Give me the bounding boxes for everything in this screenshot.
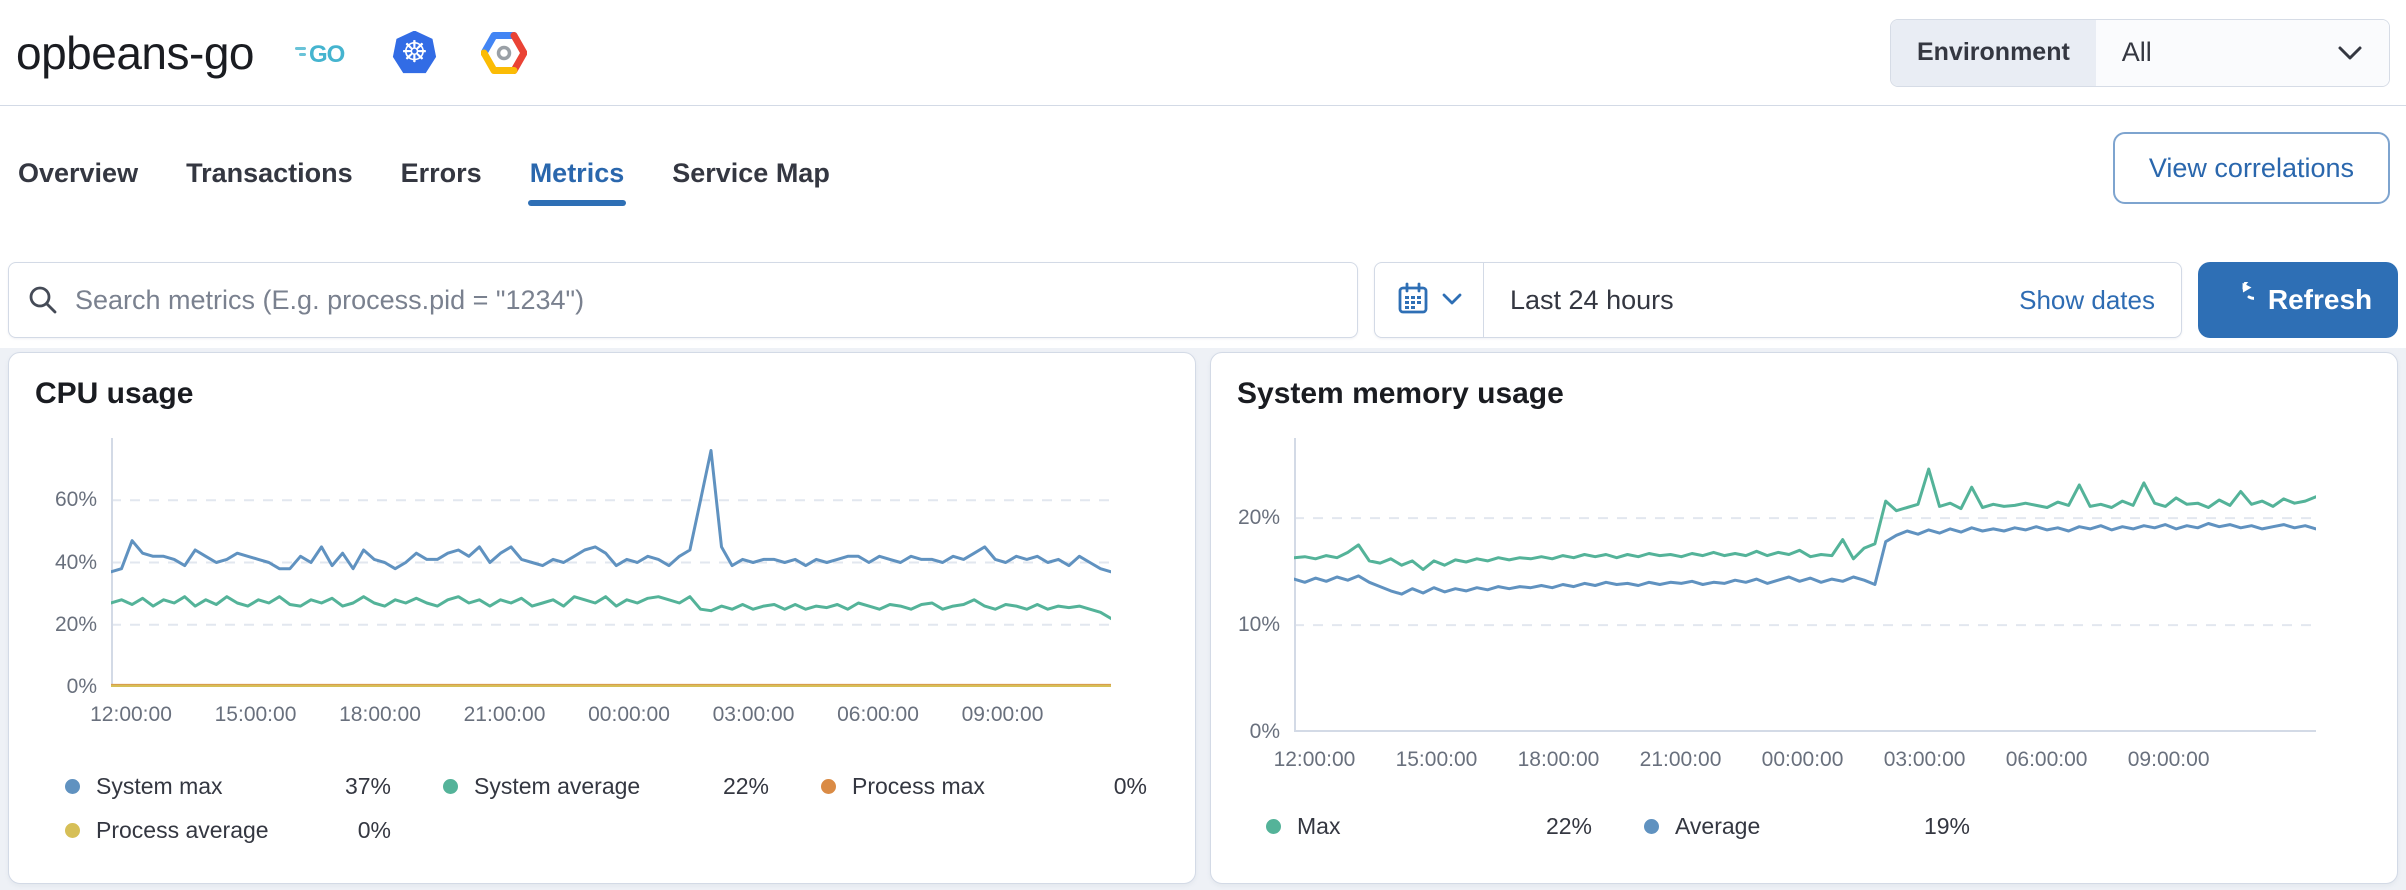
x-axis-label: 03:00:00 — [1883, 748, 1966, 771]
google-cloud-icon — [480, 31, 527, 74]
chart-plot-area[interactable] — [1294, 438, 2316, 732]
series-line-system-average — [111, 595, 1111, 620]
chevron-down-icon — [1441, 292, 1463, 309]
legend-dot-icon — [443, 778, 458, 794]
view-correlations-button[interactable]: View correlations — [2112, 132, 2390, 204]
tab-service-map[interactable]: Service Map — [670, 134, 832, 206]
cpu-usage-panel: CPU usage 0% 20% 40% 60% 12:00:00 15:00:00 18:… — [8, 352, 1196, 884]
legend-label: System average — [474, 772, 641, 799]
x-axis-label: 00:00:00 — [1761, 748, 1844, 771]
search-metrics-input[interactable] — [8, 262, 1358, 338]
legend-value: 0% — [357, 816, 391, 843]
x-axis-label: 18:00:00 — [1517, 748, 1600, 771]
legend-item-process-average[interactable]: Process average 0% — [65, 815, 391, 845]
y-axis-label: 20% — [54, 612, 97, 636]
x-axis-label: 21:00:00 — [1639, 748, 1722, 771]
legend-value: 22% — [1545, 812, 1592, 839]
y-axis-label: 20% — [1237, 506, 1280, 530]
environment-select-label: Environment — [1891, 19, 2096, 86]
x-axis-label: 06:00:00 — [837, 703, 919, 726]
tab-transactions[interactable]: Transactions — [184, 134, 355, 206]
x-axis-label: 15:00:00 — [214, 703, 297, 726]
tabs: Overview Transactions Errors Metrics Service… — [16, 106, 2406, 206]
legend-value: 19% — [1923, 812, 1970, 839]
legend-dot-icon — [65, 778, 80, 794]
chart-title: System memory usage — [1237, 377, 1564, 410]
service-header: opbeans-go GO ☸ Environment All — [0, 0, 2406, 105]
environment-select[interactable]: Environment All — [1890, 18, 2390, 87]
tab-overview[interactable]: Overview — [16, 134, 140, 206]
search-row: Last 24 hours Show dates Refresh — [8, 262, 2398, 338]
quick-select-button[interactable] — [1375, 263, 1484, 337]
series-line-average — [1294, 522, 2316, 596]
tab-metrics[interactable]: Metrics — [527, 134, 627, 206]
y-axis-label: 0% — [66, 675, 97, 698]
chart-legend: System max 37% System average 22% Process ma… — [65, 771, 1147, 845]
kubernetes-icon: ☸ — [392, 30, 437, 74]
legend-item-process-max[interactable]: Process max 0% — [821, 771, 1147, 801]
svg-text:GO: GO — [309, 41, 345, 68]
legend-item-system-average[interactable]: System average 22% — [443, 771, 769, 801]
legend-label: Average — [1675, 812, 1761, 839]
legend-label: Process average — [96, 816, 269, 843]
x-axis-label: 09:00:00 — [2127, 748, 2210, 771]
x-axis-label: 18:00:00 — [339, 703, 421, 726]
calendar-icon — [1395, 281, 1431, 320]
legend-dot-icon — [1644, 818, 1659, 834]
y-axis-label: 40% — [54, 550, 97, 574]
legend-label: Process max — [852, 772, 985, 799]
x-axis-label: 06:00:00 — [2005, 748, 2088, 771]
refresh-button[interactable]: Refresh — [2198, 262, 2398, 338]
time-range-label[interactable]: Last 24 hours — [1510, 284, 1674, 315]
service-name: opbeans-go — [16, 26, 254, 79]
series-line-max — [1294, 467, 2316, 571]
x-axis-label: 09:00:00 — [961, 703, 1044, 726]
y-axis-label: 60% — [54, 488, 97, 512]
x-axis-label: 00:00:00 — [588, 703, 670, 726]
system-memory-usage-panel: System memory usage 0% 10% 20% 12:00:00 15:0… — [1210, 352, 2398, 884]
chart-plot-area[interactable] — [111, 438, 1111, 687]
metrics-panels: CPU usage 0% 20% 40% 60% 12:00:00 15:00:00 18:… — [0, 348, 2406, 890]
legend-dot-icon — [821, 778, 836, 794]
legend-label: System max — [96, 772, 223, 799]
date-picker-bar: Last 24 hours Show dates — [1374, 262, 2182, 338]
chart-legend: Max 22% Average 19% — [1266, 811, 2348, 841]
chart-title: CPU usage — [35, 377, 194, 410]
show-dates-link[interactable]: Show dates — [2019, 285, 2181, 316]
legend-item-max[interactable]: Max 22% — [1266, 811, 1592, 841]
x-axis-label: 21:00:00 — [463, 703, 546, 726]
legend-dot-icon — [65, 822, 80, 838]
legend-value: 22% — [722, 772, 769, 799]
y-axis-label: 0% — [1249, 720, 1280, 743]
series-line-system-max — [111, 449, 1111, 574]
legend-dot-icon — [1266, 818, 1281, 834]
legend-label: Max — [1297, 812, 1341, 839]
environment-select-value: All — [2121, 37, 2152, 67]
chevron-down-icon — [2337, 37, 2363, 68]
x-axis-label: 15:00:00 — [1395, 748, 1478, 771]
legend-item-system-max[interactable]: System max 37% — [65, 771, 391, 801]
go-icon: GO — [294, 38, 348, 68]
refresh-icon — [2224, 276, 2266, 319]
service-badges: GO ☸ — [294, 30, 527, 75]
legend-item-average[interactable]: Average 19% — [1644, 811, 1970, 841]
legend-value: 37% — [344, 772, 391, 799]
tab-errors[interactable]: Errors — [399, 134, 484, 206]
tabs-row: Overview Transactions Errors Metrics Service… — [0, 105, 2406, 222]
x-axis-label: 12:00:00 — [1273, 748, 1356, 771]
search-icon — [26, 283, 60, 322]
x-axis-label: 12:00:00 — [90, 703, 172, 726]
y-axis-label: 10% — [1237, 613, 1280, 637]
x-axis-label: 03:00:00 — [712, 703, 795, 726]
legend-value: 0% — [1113, 772, 1147, 799]
